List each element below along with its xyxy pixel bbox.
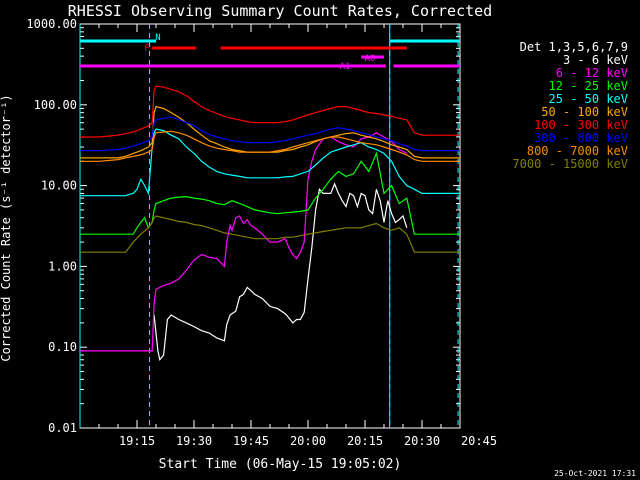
legend-entry: 25 - 50 keV <box>549 92 628 106</box>
marker-label-a0: A0 <box>365 54 376 64</box>
marker-label-a1: A1 <box>340 62 351 72</box>
plot-frame <box>79 23 461 429</box>
legend-entry: 300 - 800 keV <box>534 131 628 145</box>
series-line-6 <box>80 85 460 138</box>
chart-title: RHESSI Observing Summary Count Rates, Co… <box>68 2 492 20</box>
y-tick-label: 100.00 <box>34 98 77 112</box>
y-tick-label: 1000.00 <box>26 17 77 31</box>
series-line-7 <box>80 116 460 152</box>
legend-entry: 7000 - 15000 keV <box>512 157 628 171</box>
series-line-8 <box>80 130 460 162</box>
marker-label-f: F <box>144 44 149 54</box>
x-tick-label: 19:45 <box>233 434 269 448</box>
series-line-1 <box>153 182 408 362</box>
x-tick-label: 20:45 <box>461 434 497 448</box>
series-line-3 <box>80 151 460 235</box>
legend-entry: 50 - 100 keV <box>541 105 628 119</box>
y-tick-label: 10.00 <box>41 179 77 193</box>
x-tick-label: 20:15 <box>347 434 383 448</box>
x-axis-label: Start Time (06-May-15 19:05:02) <box>159 457 402 472</box>
y-axis-label: Corrected Count Rate (s⁻¹ detector⁻¹) <box>0 94 13 361</box>
legend-entry: 100 - 300 keV <box>534 118 628 132</box>
x-tick-label: 20:30 <box>404 434 440 448</box>
marker-label-n: N <box>155 33 160 43</box>
x-tick-label: 19:30 <box>176 434 212 448</box>
timestamp: 25-Oct-2021 17:31 <box>554 469 636 478</box>
y-tick-label: 0.10 <box>48 340 77 354</box>
legend-title: Det 1,3,5,6,7,9 <box>520 40 628 54</box>
y-tick-label: 0.01 <box>48 421 77 435</box>
legend-entry: 6 - 12 keV <box>556 66 628 80</box>
series-line-9 <box>80 215 460 253</box>
legend-entry: 3 - 6 keV <box>563 53 628 67</box>
y-tick-label: 1.00 <box>48 259 77 273</box>
x-tick-label: 19:15 <box>119 434 155 448</box>
series-line-2 <box>80 132 408 352</box>
series-line-4 <box>80 128 460 197</box>
x-tick-label: 20:00 <box>290 434 326 448</box>
series-line-5 <box>80 105 460 159</box>
legend-entry: 800 - 7000 keV <box>527 144 628 158</box>
legend-entry: 12 - 25 keV <box>549 79 628 93</box>
